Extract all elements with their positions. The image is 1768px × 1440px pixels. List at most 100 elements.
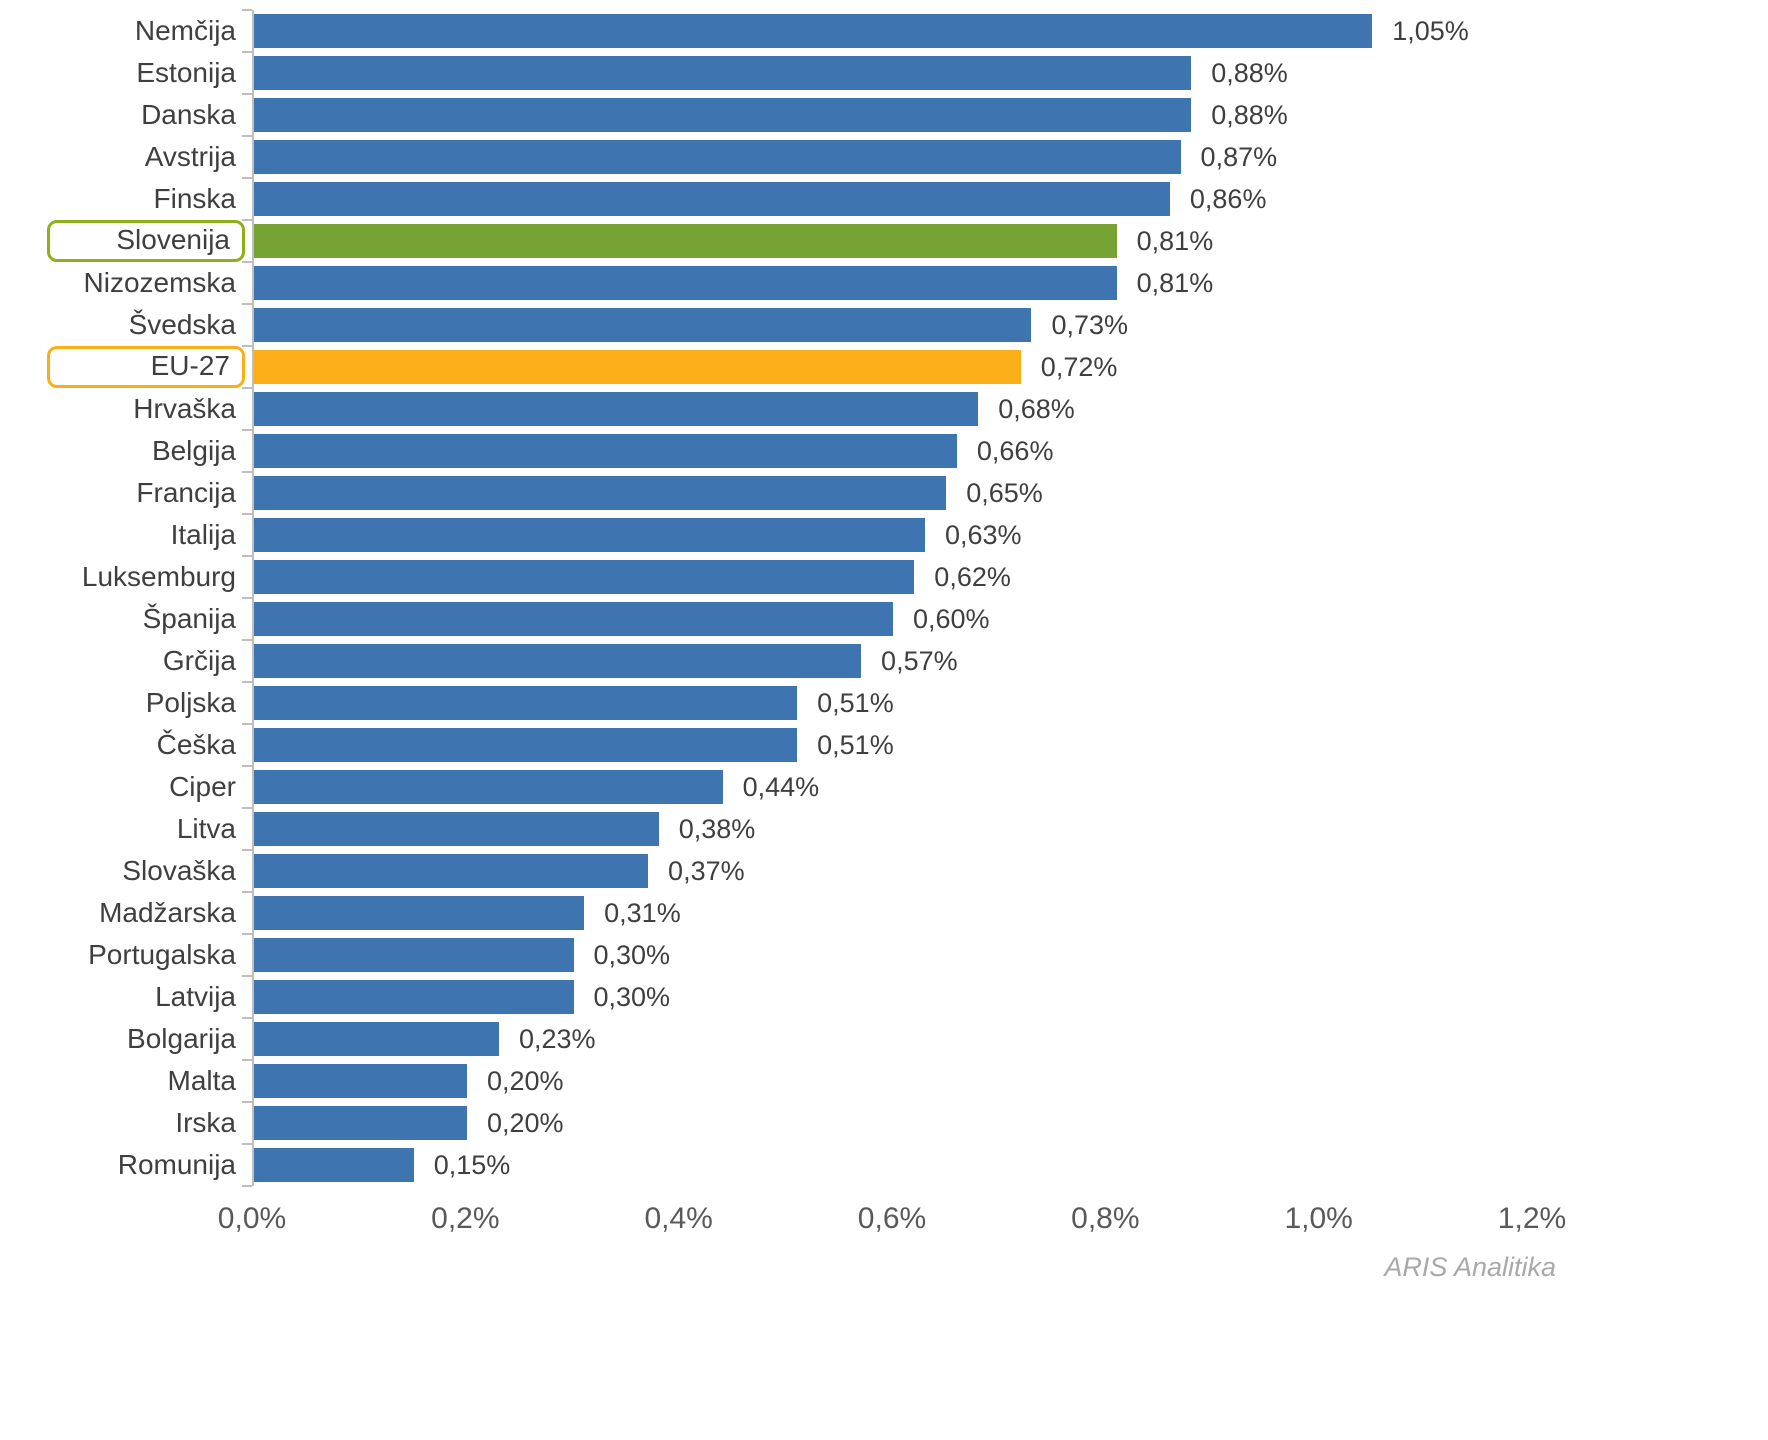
category-label-highlighted: Slovenija xyxy=(47,220,245,262)
bar-row: Češka 0,51% xyxy=(0,723,1532,766)
category-label: Portugalska xyxy=(88,939,236,970)
category-label: Luksemburg xyxy=(81,561,236,592)
value-label: 0,88% xyxy=(1211,57,1288,88)
bar-track: 0,23% xyxy=(242,1017,1532,1060)
value-label: 0,73% xyxy=(1051,309,1128,340)
bar xyxy=(254,602,893,636)
bar-track: 0,72% xyxy=(242,345,1532,388)
value-label: 1,05% xyxy=(1392,15,1469,46)
bar xyxy=(254,854,649,888)
bar-row: Danska 0,88% xyxy=(0,93,1532,136)
value-label: 0,60% xyxy=(913,603,990,634)
category-label-cell: Slovenija xyxy=(0,220,252,262)
category-label-cell: Poljska xyxy=(0,682,252,724)
bar-track: 0,51% xyxy=(242,681,1532,724)
x-axis-tick-label: 1,0% xyxy=(1284,1202,1353,1235)
category-label-cell: Ciper xyxy=(0,766,252,808)
bar xyxy=(254,812,659,846)
category-label-cell: Estonija xyxy=(0,52,252,94)
category-label: Švedska xyxy=(128,309,236,340)
bar-track: 0,88% xyxy=(242,93,1532,136)
value-label: 0,20% xyxy=(487,1107,564,1138)
value-label: 0,31% xyxy=(604,897,681,928)
value-label: 0,63% xyxy=(944,519,1022,550)
category-label-cell: Malta xyxy=(0,1060,252,1102)
bar xyxy=(254,308,1032,342)
bar xyxy=(254,56,1192,90)
value-label: 0,30% xyxy=(593,939,671,970)
bar-track: 0,31% xyxy=(242,891,1532,934)
category-label-cell: Romunija xyxy=(0,1144,252,1186)
value-label: 0,87% xyxy=(1200,141,1278,172)
bar xyxy=(254,644,862,678)
bar xyxy=(254,224,1117,258)
category-label-cell: Portugalska xyxy=(0,934,252,976)
category-label-cell: Luksemburg xyxy=(0,556,252,598)
value-label: 0,30% xyxy=(593,981,671,1012)
category-label: Belgija xyxy=(151,435,236,466)
value-label: 0,15% xyxy=(433,1149,511,1180)
value-label: 0,86% xyxy=(1189,183,1267,214)
bar-row: Italija 0,63% xyxy=(0,513,1532,556)
category-label: Ciper xyxy=(169,771,236,802)
x-axis-tick-label: 0,0% xyxy=(217,1202,287,1235)
category-label: Romunija xyxy=(117,1149,236,1180)
value-label: 0,88% xyxy=(1211,99,1288,130)
category-label: Malta xyxy=(167,1065,236,1096)
bar-row: Romunija 0,15% xyxy=(0,1143,1532,1187)
category-label-cell: Hrvaška xyxy=(0,388,252,430)
category-label: Hrvaška xyxy=(133,393,236,424)
bar xyxy=(254,140,1181,174)
bar-row: Madžarska 0,31% xyxy=(0,891,1532,934)
bar xyxy=(254,1064,467,1098)
bar-row: Grčija 0,57% xyxy=(0,639,1532,682)
category-label: Španija xyxy=(142,603,236,634)
bar-row: Luksemburg 0,62% xyxy=(0,555,1532,598)
category-label: Nemčija xyxy=(134,15,236,46)
bar xyxy=(254,1022,499,1056)
bar-track: 0,68% xyxy=(242,387,1532,430)
category-label-cell: Danska xyxy=(0,94,252,136)
value-label: 0,66% xyxy=(976,435,1054,466)
category-label: Nizozemska xyxy=(83,267,236,298)
category-label: Finska xyxy=(153,183,236,214)
bar xyxy=(254,182,1170,216)
bar-track: 1,05% xyxy=(242,9,1532,52)
category-label-cell: Belgija xyxy=(0,430,252,472)
bar xyxy=(254,476,947,510)
category-label: Bolgarija xyxy=(127,1023,236,1054)
bar-row: Belgija 0,66% xyxy=(0,429,1532,472)
category-label-cell: Španija xyxy=(0,598,252,640)
bar-row: EU-27 0,72% xyxy=(0,345,1532,388)
category-label: Slovaška xyxy=(122,855,236,886)
bar-track: 0,30% xyxy=(242,933,1532,976)
bar-row: Finska 0,86% xyxy=(0,177,1532,220)
bar xyxy=(254,392,979,426)
bar-track: 0,60% xyxy=(242,597,1532,640)
bar xyxy=(254,14,1373,48)
category-label: Avstrija xyxy=(144,141,236,172)
bar xyxy=(254,686,798,720)
bar-row: Španija 0,60% xyxy=(0,597,1532,640)
category-label-cell: Madžarska xyxy=(0,892,252,934)
category-label-cell: Slovaška xyxy=(0,850,252,892)
category-label: Estonija xyxy=(136,57,236,88)
bar-track: 0,57% xyxy=(242,639,1532,682)
value-label: 0,38% xyxy=(678,813,756,844)
bar-track: 0,65% xyxy=(242,471,1532,514)
value-label: 0,72% xyxy=(1040,351,1118,382)
bar-track: 0,20% xyxy=(242,1101,1532,1144)
value-label: 0,65% xyxy=(966,477,1043,508)
category-label: Madžarska xyxy=(99,897,236,928)
value-label: 0,57% xyxy=(881,645,958,676)
bar-row: Švedska 0,73% xyxy=(0,303,1532,346)
bar-row: Irska 0,20% xyxy=(0,1101,1532,1144)
x-axis-tick-label: 1,2% xyxy=(1497,1202,1567,1235)
value-label: 0,44% xyxy=(742,771,820,802)
bar-row: Litva 0,38% xyxy=(0,807,1532,850)
bar-track: 0,30% xyxy=(242,975,1532,1018)
bar-track: 0,37% xyxy=(242,849,1532,892)
x-axis-tick-label: 0,8% xyxy=(1071,1202,1140,1235)
bar-track: 0,15% xyxy=(242,1143,1532,1187)
bar xyxy=(254,1106,467,1140)
